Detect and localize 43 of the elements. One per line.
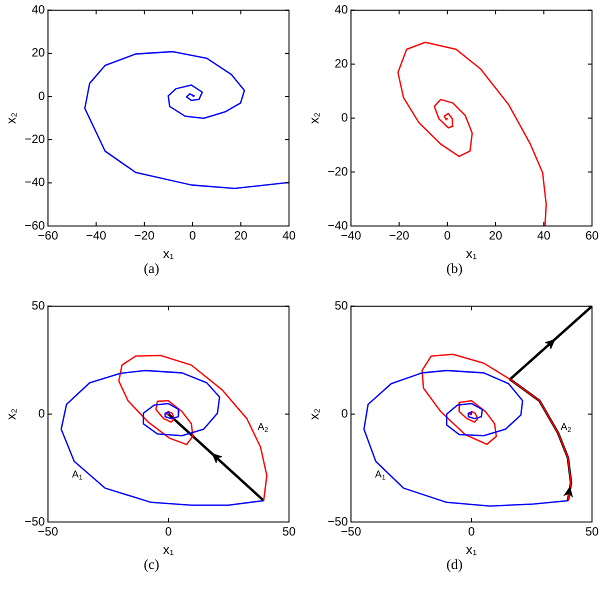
- x-tick-label: −40: [86, 228, 107, 243]
- text: (b): [445, 262, 464, 278]
- y-tick-label: 20: [334, 56, 348, 70]
- text: (a): [142, 262, 160, 278]
- y-tick-label: −40: [24, 175, 46, 190]
- y-tick-label: −40: [328, 218, 348, 232]
- y-axis-title: x₂: [306, 408, 322, 420]
- x-tick-label: 40: [282, 228, 296, 243]
- x-tick-label: 50: [282, 524, 296, 539]
- y-tick-label: −20: [24, 132, 46, 146]
- x-tick-label: 0: [189, 228, 196, 243]
- y-tick-label: 40: [334, 2, 348, 17]
- y-tick-label: −50: [24, 514, 46, 528]
- y-tick-label: 0: [341, 406, 348, 420]
- x-tick-label: 0: [165, 524, 172, 539]
- x-axis-title: x₁: [163, 542, 175, 557]
- x-axis-title: x₁: [466, 542, 478, 557]
- y-axis-title: x₂: [3, 112, 18, 124]
- x-tick-label: 40: [537, 228, 551, 243]
- x-tick-label: 20: [488, 228, 503, 243]
- x-tick-label: −20: [388, 228, 410, 243]
- text: (d): [445, 558, 464, 574]
- x-tick-label: 50: [585, 524, 599, 539]
- y-tick-label: −50: [328, 514, 348, 528]
- y-tick-label: 0: [38, 406, 46, 420]
- y-tick-label: −60: [24, 218, 46, 232]
- y-tick-label: 50: [32, 298, 46, 313]
- y-tick-label: −20: [328, 164, 348, 178]
- x-axis-title: x₁: [163, 246, 175, 261]
- x-tick-label: −20: [134, 228, 155, 243]
- y-tick-label: 0: [341, 110, 348, 124]
- x-tick-label: 20: [234, 228, 248, 243]
- y-tick-label: 20: [32, 46, 46, 60]
- text: (c): [142, 558, 160, 574]
- x-axis-title: x₁: [466, 246, 478, 261]
- y-tick-label: 0: [38, 88, 46, 103]
- y-axis-title: x₂: [3, 408, 18, 420]
- y-axis-title: x₂: [306, 112, 322, 124]
- y-tick-label: 40: [32, 2, 46, 17]
- x-tick-label: 0: [468, 524, 476, 539]
- y-tick-label: 50: [334, 298, 348, 313]
- x-tick-label: 60: [585, 228, 599, 243]
- x-tick-label: 0: [444, 228, 452, 243]
